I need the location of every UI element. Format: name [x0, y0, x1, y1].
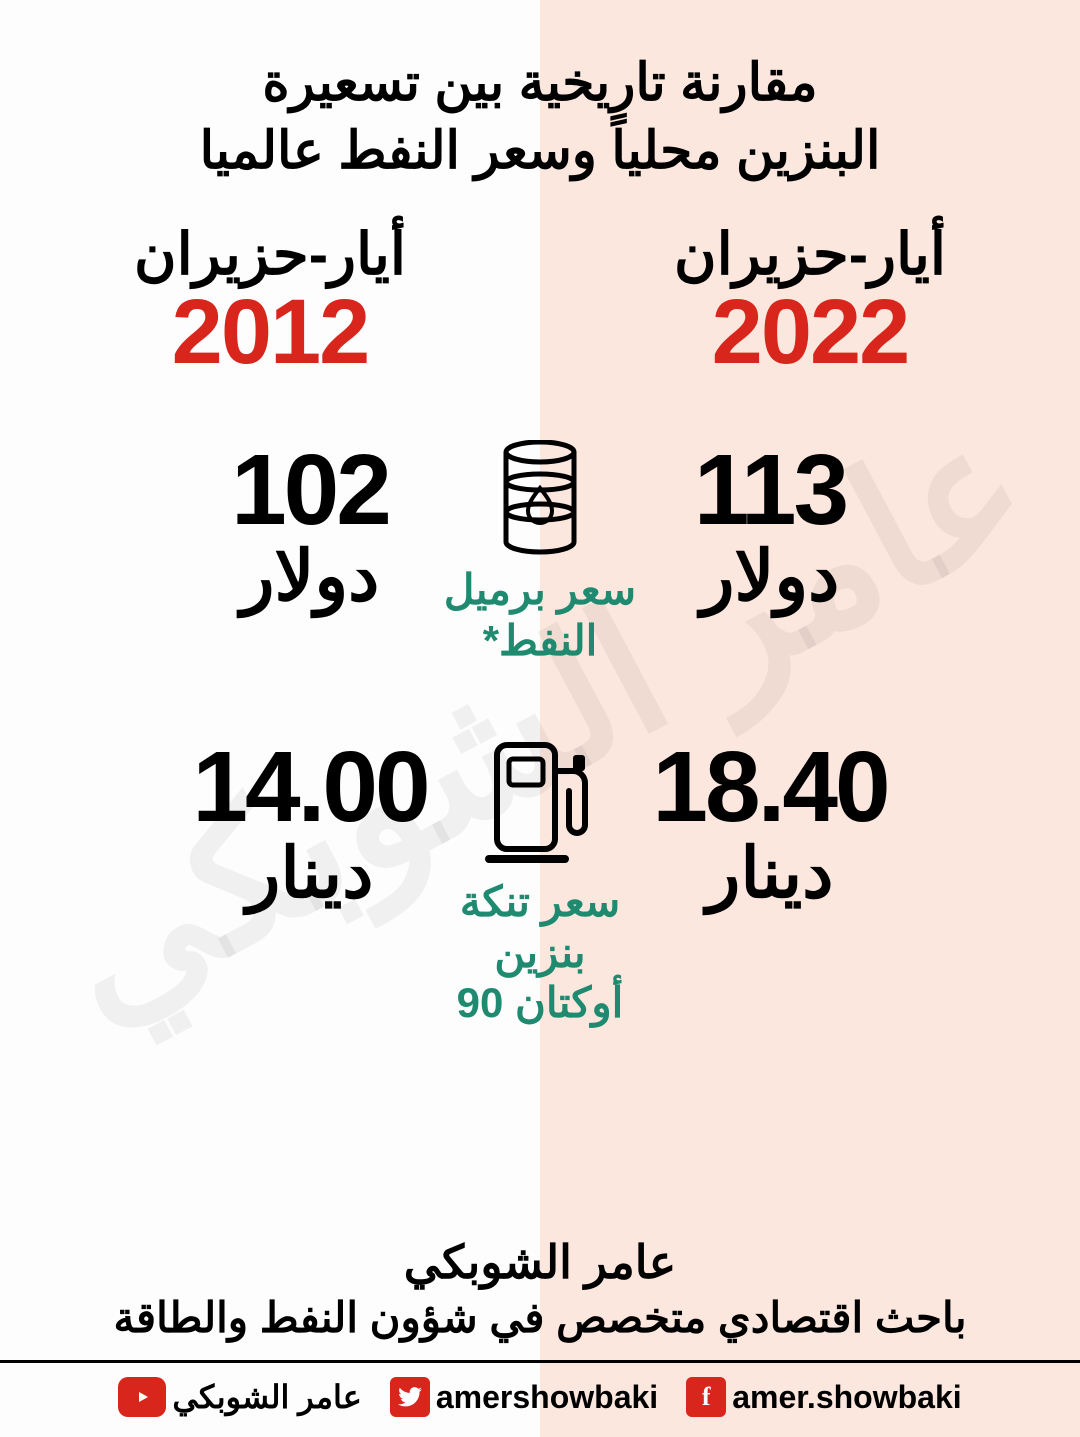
year-2012: 2012 [0, 280, 540, 385]
facebook-handle: amer.showbaki [732, 1379, 961, 1416]
facebook-link[interactable]: f amer.showbaki [686, 1377, 961, 1417]
col-2012-header: أيار-حزيران 2012 [0, 220, 540, 385]
year-header-row: أيار-حزيران 2022 أيار-حزيران 2012 [0, 220, 1080, 385]
author-name: عامر الشوبكي [0, 1235, 1080, 1289]
oil-label-line-2: النفط* [410, 616, 670, 666]
gas-label-line-1: سعر تنكة بنزين [410, 877, 670, 978]
oil-price-row: 113 دولار 102 دولار [0, 440, 1080, 617]
title-line-2: البنزين محلياً وسعر النفط عالميا [0, 118, 1080, 186]
gasoline-price-row: 18.40 دينار 14.00 دينار [0, 737, 1080, 914]
period-label-2012: أيار-حزيران [0, 220, 540, 288]
gas-pump-label-group: سعر تنكة بنزين أوكتان 90 [410, 737, 670, 1028]
oil-barrel-label-group: سعر برميل النفط* [410, 440, 670, 666]
year-2022: 2022 [540, 280, 1080, 385]
main-title: مقارنة تاريخية بين تسعيرة البنزين محلياً… [0, 0, 1080, 185]
title-line-1: مقارنة تاريخية بين تسعيرة [0, 50, 1080, 118]
footer: عامر الشوبكي باحث اقتصادي متخصص في شؤون … [0, 1235, 1080, 1437]
gas-pump-icon [410, 737, 670, 867]
col-2022-header: أيار-حزيران 2022 [540, 220, 1080, 385]
youtube-link[interactable]: عامر الشوبكي [118, 1377, 362, 1417]
youtube-handle: عامر الشوبكي [172, 1378, 362, 1416]
oil-barrel-icon [410, 440, 670, 555]
twitter-link[interactable]: amershowbaki [390, 1377, 658, 1417]
content-area: مقارنة تاريخية بين تسعيرة البنزين محلياً… [0, 0, 1080, 1437]
period-label-2022: أيار-حزيران [540, 220, 1080, 288]
youtube-icon [118, 1377, 166, 1417]
twitter-handle: amershowbaki [436, 1379, 658, 1416]
infographic-container: عامر الشوبكي مقارنة تاريخية بين تسعيرة ا… [0, 0, 1080, 1437]
twitter-icon [390, 1377, 430, 1417]
author-title: باحث اقتصادي متخصص في شؤون النفط والطاقة [0, 1293, 1080, 1342]
facebook-icon: f [686, 1377, 726, 1417]
social-bar: f amer.showbaki amershowbaki عامر الشوبك… [0, 1360, 1080, 1437]
oil-label-line-1: سعر برميل [410, 565, 670, 615]
gas-label-line-2: أوكتان 90 [410, 978, 670, 1028]
